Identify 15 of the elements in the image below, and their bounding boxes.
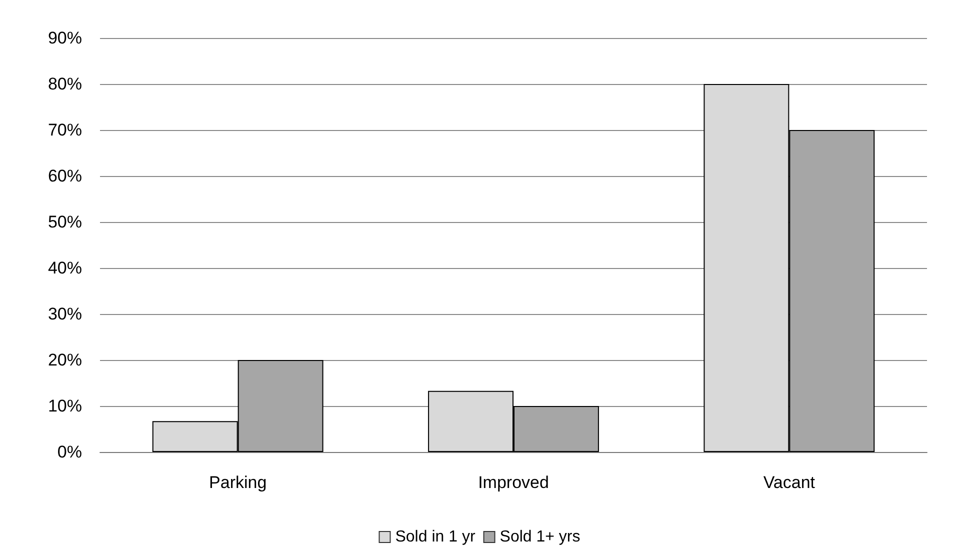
x-tick-label: Vacant	[763, 473, 816, 492]
y-tick-label: 0%	[57, 442, 82, 462]
legend-label: Sold in 1 yr	[395, 528, 476, 546]
y-tick-label: 70%	[48, 120, 82, 140]
y-tick-label: 60%	[48, 166, 82, 186]
y-tick-label: 20%	[48, 350, 82, 370]
legend-label: Sold 1+ yrs	[500, 528, 580, 546]
x-tick-label: Parking	[209, 473, 267, 492]
y-tick-label: 90%	[48, 28, 82, 48]
y-tick-label: 30%	[48, 304, 82, 324]
y-tick-label: 50%	[48, 212, 82, 232]
y-tick-label: 80%	[48, 74, 82, 94]
x-tick-label: Improved	[478, 473, 549, 492]
y-tick-label: 10%	[48, 396, 82, 416]
y-tick-label: 40%	[48, 258, 82, 278]
